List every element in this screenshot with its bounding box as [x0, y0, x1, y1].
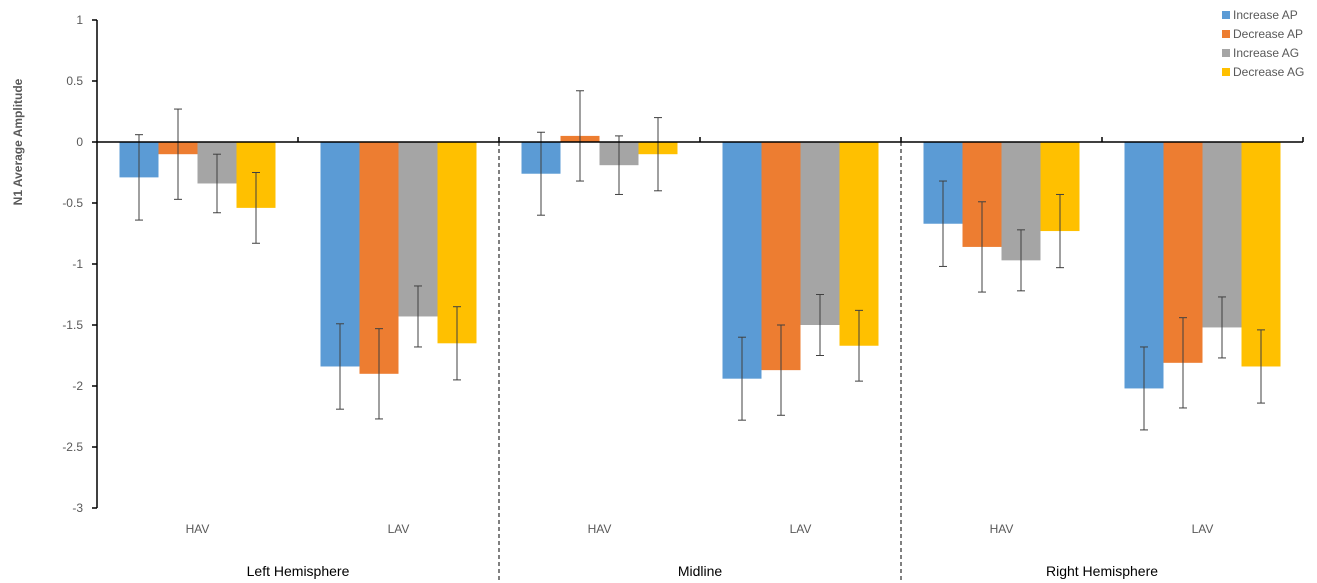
y-tick-label: 1 [76, 13, 83, 27]
category-label: HAV [588, 522, 612, 536]
y-tick-label: 0.5 [66, 74, 83, 88]
legend-label: Decrease AG [1233, 65, 1304, 79]
y-tick-label: -0.5 [62, 196, 83, 210]
category-label: LAV [790, 522, 812, 536]
legend-label: Increase AP [1233, 8, 1298, 22]
category-label: HAV [990, 522, 1014, 536]
y-axis-title: N1 Average Amplitude [11, 78, 25, 205]
category-label: LAV [388, 522, 410, 536]
legend-swatch [1222, 68, 1230, 76]
group-label: Left Hemisphere [247, 563, 350, 579]
y-tick-label: -1 [72, 257, 83, 271]
group-label: Right Hemisphere [1046, 563, 1158, 579]
legend-label: Decrease AP [1233, 27, 1303, 41]
category-label: HAV [186, 522, 210, 536]
legend-swatch [1222, 11, 1230, 19]
y-tick-label: -3 [72, 501, 83, 515]
y-tick-label: 0 [76, 135, 83, 149]
group-label: Midline [678, 563, 723, 579]
category-label: LAV [1192, 522, 1214, 536]
y-tick-label: -1.5 [62, 318, 83, 332]
legend-swatch [1222, 49, 1230, 57]
y-tick-label: -2.5 [62, 440, 83, 454]
legend-swatch [1222, 30, 1230, 38]
bar [1241, 142, 1281, 367]
legend-label: Increase AG [1233, 46, 1299, 60]
y-tick-label: -2 [72, 379, 83, 393]
